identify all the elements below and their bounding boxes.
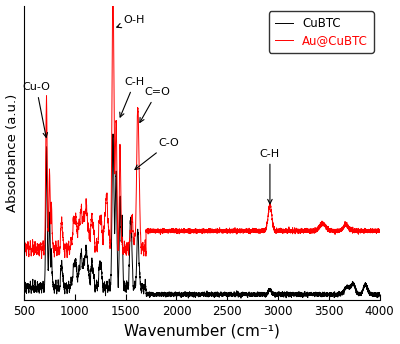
CuBTC (156, 292, 161, 297)
CuBTC (377, 292, 382, 296)
Y-axis label: Absorbance (a.u.): Absorbance (a.u.) (6, 94, 18, 212)
Au@CuBTC (156, 229, 161, 233)
CuBTC (194, 291, 199, 295)
Au@CuBTC (163, 228, 168, 233)
CuBTC (22, 290, 26, 294)
Text: C=O: C=O (140, 87, 170, 122)
Au@CuBTC (115, 205, 120, 209)
Line: Au@CuBTC: Au@CuBTC (24, 0, 380, 258)
Text: C-H: C-H (260, 149, 280, 204)
Text: C-O: C-O (135, 138, 179, 170)
CuBTC (115, 246, 120, 250)
Text: O-H: O-H (117, 15, 145, 28)
Au@CuBTC (377, 228, 382, 232)
Au@CuBTC (22, 251, 26, 255)
Text: C-H: C-H (120, 77, 145, 117)
Au@CuBTC (39, 256, 44, 260)
X-axis label: Wavenumber (cm⁻¹): Wavenumber (cm⁻¹) (124, 323, 280, 338)
Au@CuBTC (262, 230, 267, 234)
Au@CuBTC (194, 229, 199, 234)
Line: CuBTC: CuBTC (24, 134, 380, 298)
Au@CuBTC (40, 247, 45, 251)
CuBTC (238, 296, 243, 300)
CuBTC (262, 293, 267, 297)
CuBTC (111, 132, 116, 136)
Legend: CuBTC, Au@CuBTC: CuBTC, Au@CuBTC (269, 11, 374, 53)
CuBTC (40, 286, 45, 290)
CuBTC (163, 293, 168, 297)
Text: Cu-O: Cu-O (22, 82, 50, 137)
